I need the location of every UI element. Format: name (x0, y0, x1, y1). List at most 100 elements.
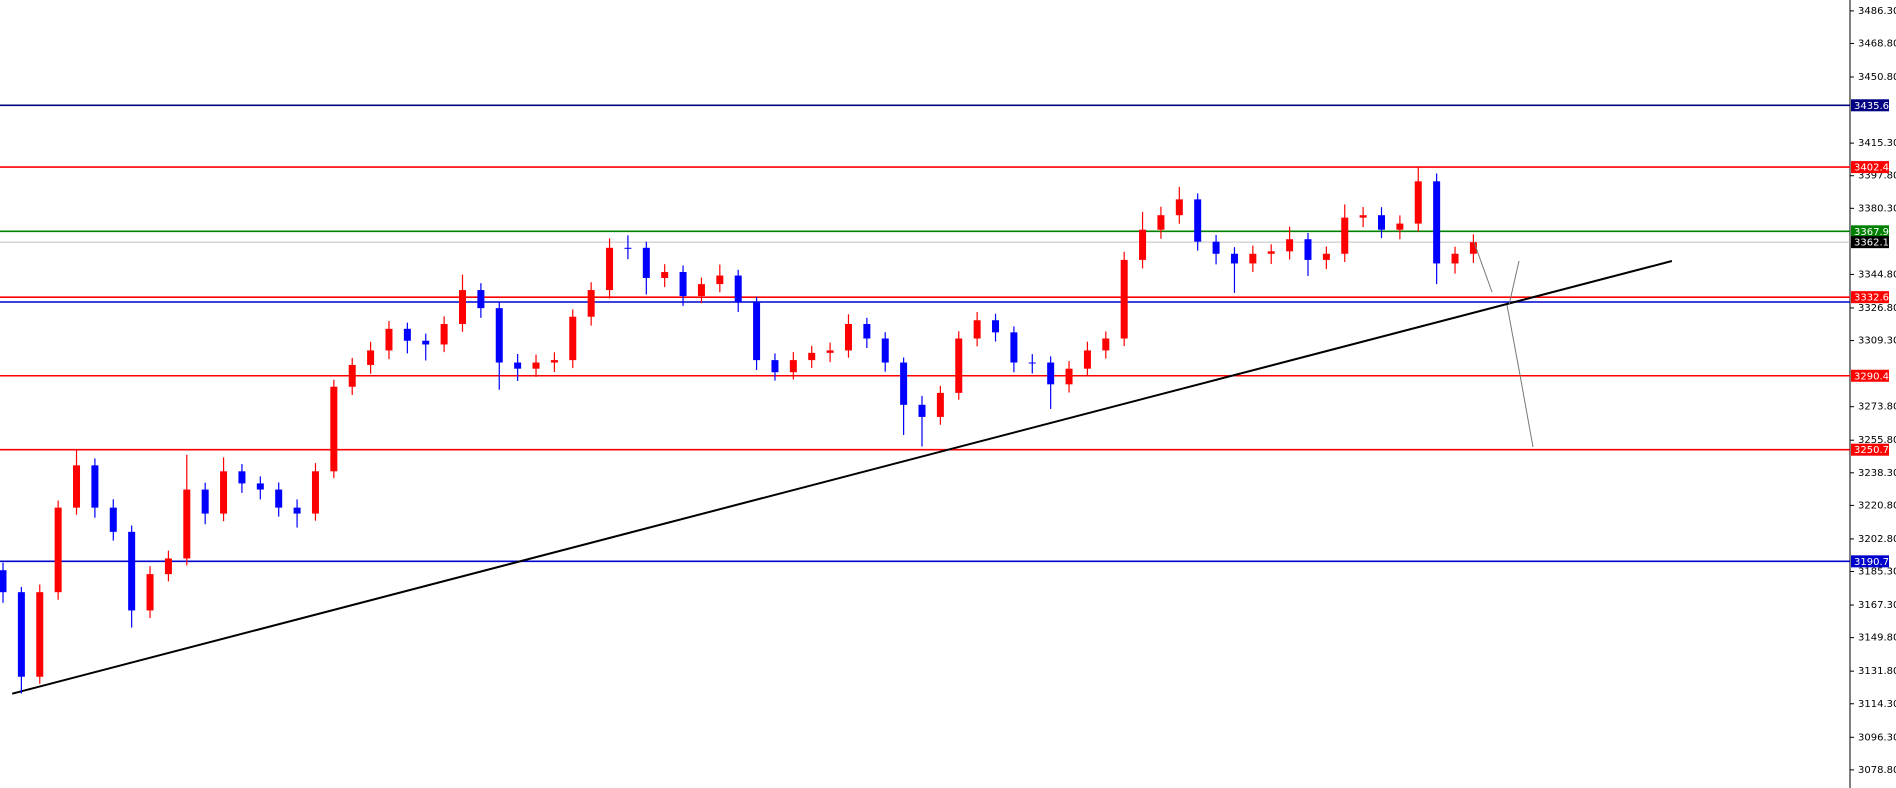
level-label: 3250.70 (1854, 445, 1895, 456)
level-label: 3290.40 (1854, 371, 1895, 382)
y-tick-label: 3415.30 (1858, 138, 1896, 149)
y-tick-label: 3380.30 (1858, 203, 1896, 214)
candle-body (1139, 229, 1147, 260)
candle-body (0, 570, 7, 593)
candle-body (624, 247, 632, 249)
y-tick-label: 3131.80 (1858, 666, 1896, 677)
candle-body (992, 320, 1000, 333)
level-label-box (1851, 291, 1889, 304)
candle-body (606, 247, 614, 291)
candle-body (973, 320, 981, 339)
candle-body (900, 362, 908, 405)
y-tick-label: 3468.80 (1858, 38, 1896, 49)
projection-line (1508, 260, 1520, 306)
level-label-box (1851, 161, 1889, 174)
candle-body (844, 323, 852, 351)
candle-body (330, 386, 338, 472)
candle-body (459, 290, 466, 324)
candle-body (1010, 332, 1018, 363)
candle-body (275, 489, 283, 508)
candle-body (1120, 259, 1128, 339)
y-tick-label: 3202.80 (1858, 534, 1896, 545)
candle-body (587, 290, 595, 317)
y-tick-label: 3096.30 (1858, 732, 1896, 743)
candle-body (1212, 241, 1220, 254)
candle-body (550, 360, 558, 363)
level-label-box (1851, 443, 1889, 456)
candle-body (753, 302, 761, 361)
candle-body (1230, 253, 1238, 264)
candle-body (1469, 242, 1477, 254)
y-tick-label: 3344.80 (1858, 269, 1896, 280)
y-tick-label: 3486.30 (1858, 6, 1896, 17)
level-label: 3190.76 (1854, 557, 1895, 568)
candle-body (311, 471, 319, 514)
candle-body (1322, 253, 1330, 260)
candle-body (1194, 199, 1202, 242)
level-label: 3367.95 (1854, 227, 1895, 238)
candle-body (863, 323, 871, 339)
candle-body (734, 275, 742, 303)
candle-body (36, 592, 44, 677)
candle-body (1157, 215, 1165, 230)
y-tick-label: 3326.80 (1858, 303, 1896, 314)
candle-body (146, 574, 154, 611)
trendline (11, 260, 1673, 695)
candle-body (918, 404, 926, 417)
candle-body (495, 308, 503, 363)
candle-body (385, 328, 393, 351)
level-label-box (1851, 236, 1889, 249)
candle-body (1341, 217, 1349, 254)
y-tick-label: 3450.80 (1858, 72, 1896, 83)
candle-body (881, 338, 889, 363)
candle-body (826, 350, 834, 353)
candle-body (716, 275, 724, 285)
candle-body (1396, 223, 1404, 230)
level-label: 3435.61 (1854, 101, 1895, 112)
y-tick-label: 3167.30 (1858, 600, 1896, 611)
y-tick-label: 3078.80 (1858, 765, 1896, 776)
y-tick-label: 3309.30 (1858, 336, 1896, 347)
candle-body (679, 272, 687, 297)
candle-body (1249, 253, 1257, 264)
candle-body (128, 531, 136, 611)
candle-body (293, 507, 301, 514)
candle-body (164, 558, 172, 575)
candle-body (532, 362, 540, 369)
candle-body (771, 360, 779, 373)
candle-body (1378, 215, 1385, 230)
level-label-box (1851, 225, 1889, 238)
y-tick-label: 3149.80 (1858, 633, 1896, 644)
candle-body (1414, 181, 1422, 224)
candle-body (403, 328, 411, 341)
candle-body (1451, 253, 1459, 264)
candle-body (1065, 368, 1073, 385)
candle-body (642, 247, 650, 278)
y-tick-label: 3185.30 (1858, 567, 1896, 578)
candle-body (789, 360, 797, 373)
candle-body (569, 316, 577, 361)
candle-body (238, 471, 246, 484)
candle-body (936, 392, 944, 417)
candle-body (1083, 350, 1091, 369)
projection-line (1473, 241, 1493, 293)
candle-body (1175, 199, 1183, 216)
projection-line (1506, 304, 1534, 448)
y-tick-label: 3238.30 (1858, 468, 1896, 479)
candle-body (440, 323, 448, 345)
candle-body (348, 364, 356, 387)
candle-body (1433, 181, 1441, 264)
y-tick-label: 3273.80 (1858, 402, 1896, 413)
candle-body (1267, 251, 1275, 254)
candle-body (661, 272, 669, 278)
candle-body (697, 284, 705, 297)
y-tick-label: 3255.80 (1858, 435, 1896, 446)
candle-body (183, 489, 191, 559)
y-tick-label: 3114.30 (1858, 699, 1896, 710)
candle-body (256, 483, 264, 490)
candle-body (73, 465, 81, 508)
projection-arrows (1473, 241, 1534, 448)
candle-body (1047, 362, 1055, 385)
